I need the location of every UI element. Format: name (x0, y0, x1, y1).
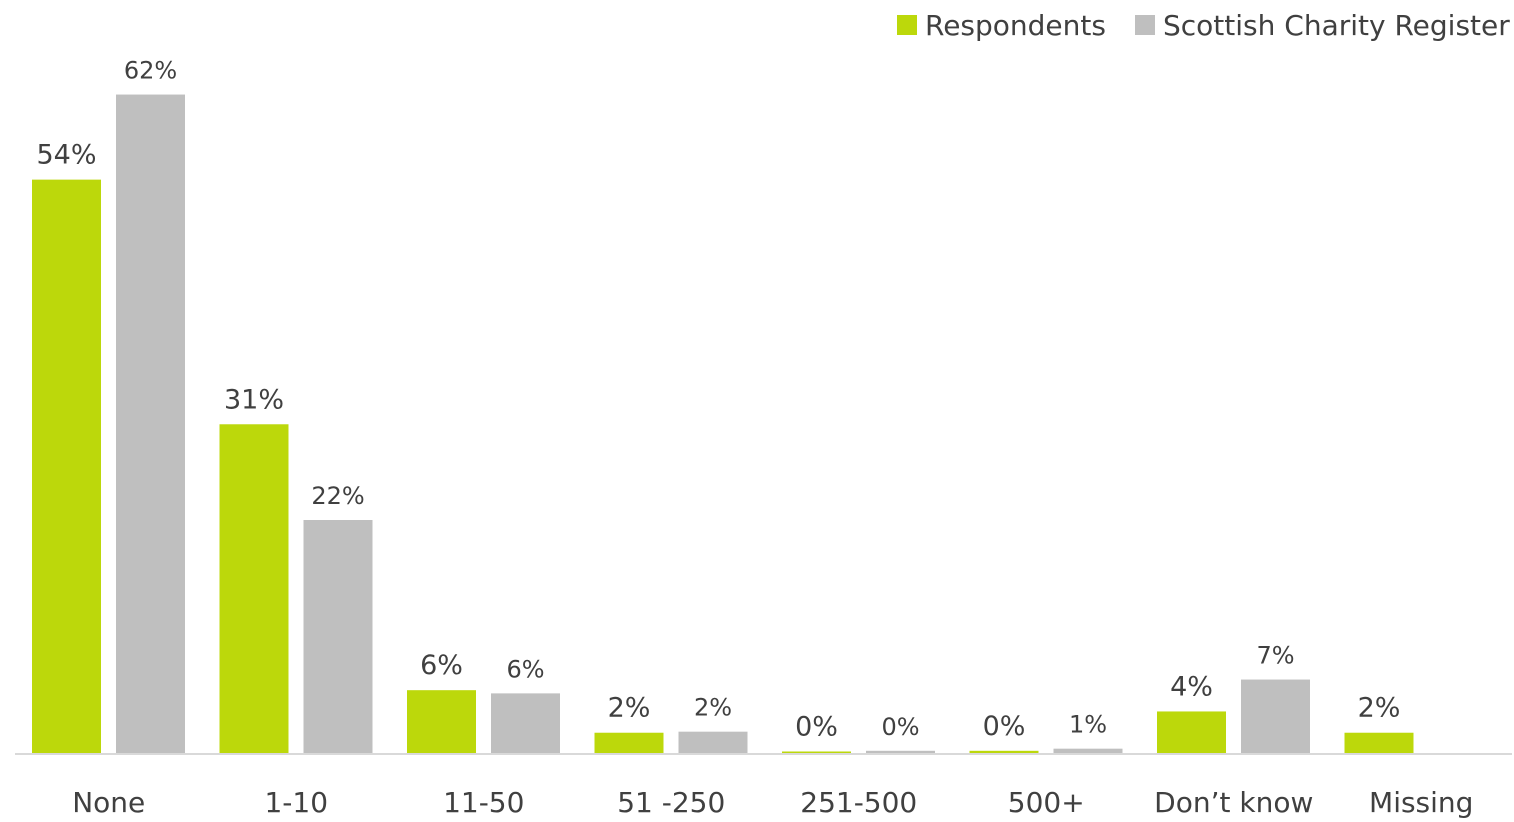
data-label-respondents-51-250: 2% (608, 693, 651, 724)
data-label-scottish-charity-register-500: 1% (1069, 711, 1107, 739)
x-tick-label-1-10: 1-10 (264, 786, 328, 819)
data-label-respondents-11-50: 6% (420, 650, 463, 681)
bar-scottish-charity-register-don-t-know (1241, 679, 1310, 754)
bar-respondents-don-t-know (1157, 711, 1226, 754)
bar-scottish-charity-register-500 (1053, 748, 1123, 754)
data-label-respondents-251-500: 0% (795, 712, 838, 743)
legend: Respondents Scottish Charity Register (897, 9, 1510, 42)
bar-respondents-500 (969, 750, 1039, 754)
bar-respondents-11-50 (407, 690, 476, 754)
legend-label-scottish-charity-register: Scottish Charity Register (1163, 9, 1510, 42)
bar-respondents-51-250 (594, 732, 664, 754)
x-tick-label-251-500: 251-500 (800, 786, 917, 819)
bar-respondents-missing (1344, 732, 1414, 754)
bar-scottish-charity-register-11-50 (491, 693, 560, 754)
x-tick-label-don-t-know: Don’t know (1154, 786, 1313, 819)
bar-respondents-none (32, 179, 101, 755)
data-label-scottish-charity-register-51-250: 2% (694, 694, 732, 722)
bar-scottish-charity-register-51-250 (678, 731, 748, 754)
x-tick-label-missing: Missing (1369, 786, 1473, 819)
data-label-respondents-1-10: 31% (224, 384, 284, 415)
bar-respondents-251-500 (782, 751, 851, 754)
x-tick-label-500: 500+ (1008, 786, 1085, 819)
legend-swatch-respondents (897, 15, 917, 35)
data-label-respondents-none: 54% (36, 140, 96, 171)
bars-group (32, 94, 1414, 755)
data-label-scottish-charity-register-251-500: 0% (881, 713, 919, 741)
data-label-respondents-don-t-know: 4% (1170, 671, 1213, 702)
bar-scottish-charity-register-1-10 (303, 520, 373, 754)
data-label-scottish-charity-register-none: 62% (124, 57, 177, 85)
x-tick-label-51-250: 51 -250 (617, 786, 725, 819)
bar-scottish-charity-register-none (116, 94, 185, 754)
bar-respondents-1-10 (219, 424, 289, 754)
legend-label-respondents: Respondents (925, 9, 1106, 42)
data-label-respondents-500: 0% (983, 711, 1026, 742)
data-label-scottish-charity-register-don-t-know: 7% (1256, 642, 1294, 670)
data-label-scottish-charity-register-11-50: 6% (506, 655, 544, 683)
x-tick-label-11-50: 11-50 (443, 786, 524, 819)
x-tick-labels: None 1-10 11-50 51 -250 251-500 500+ Don’t kno… (72, 786, 1473, 819)
data-label-respondents-missing: 2% (1358, 693, 1401, 724)
bar-scottish-charity-register-251-500 (866, 750, 935, 754)
x-tick-label-none: None (72, 786, 145, 819)
data-label-scottish-charity-register-1-10: 22% (311, 482, 364, 510)
data-labels-group: 54% 62% 31% 22% 6% 6% 2% 2% 0% 0% 0% 1% 4% 7% 2% (36, 57, 1400, 743)
legend-swatch-scottish-charity-register (1135, 15, 1155, 35)
